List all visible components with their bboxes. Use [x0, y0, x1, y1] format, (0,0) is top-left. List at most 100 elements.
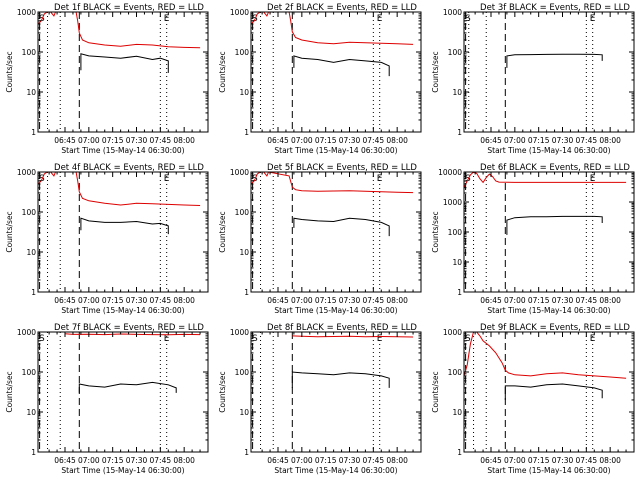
panel-7: Det 7f BLACK = Events, RED = LLD S E 1 10 100… — [5, 323, 209, 475]
series-group — [251, 12, 414, 77]
y-tick-label: 1 — [31, 128, 36, 137]
y-tick-label: 100 — [448, 228, 463, 237]
lld-series-line — [251, 172, 414, 194]
x-tick-label: 07:30 — [126, 136, 148, 145]
x-tick-label: 07:00 — [78, 136, 100, 145]
x-tick-label: 07:00 — [504, 456, 526, 465]
x-tick-label: 07:15 — [102, 456, 124, 465]
x-tick-label: 08:00 — [599, 456, 621, 465]
series-group — [506, 53, 603, 68]
series-group — [464, 172, 627, 235]
y-tick-label: 10 — [239, 88, 249, 97]
x-tick-label: 07:15 — [315, 296, 337, 305]
y-tick-label: 100 — [235, 368, 250, 377]
y-tick-label: 1 — [457, 288, 462, 297]
y-tick-label: 1 — [244, 448, 249, 457]
y-axis-label: Counts/sec — [218, 51, 227, 92]
x-tick-label: 08:00 — [386, 456, 408, 465]
x-axis-label: Start Time (15-May-14 06:30:00) — [274, 466, 397, 475]
y-tick-label: 10 — [26, 88, 36, 97]
y-tick-label: 100 — [448, 368, 463, 377]
lld-series-line — [64, 333, 201, 336]
y-tick-label: 100 — [22, 48, 37, 57]
end-marker: E — [377, 174, 383, 184]
x-tick-label: 07:45 — [576, 136, 598, 145]
x-tick-label: 06:45 — [480, 136, 502, 145]
y-axis-label: Counts/sec — [5, 211, 14, 252]
y-tick-label: 1 — [31, 288, 36, 297]
panel-title: Det 6f BLACK = Events, RED = LLD — [480, 163, 630, 173]
panel-title: Det 2f BLACK = Events, RED = LLD — [267, 3, 417, 13]
y-tick-label: 1000 — [17, 168, 36, 177]
plot-frame — [250, 331, 422, 453]
x-tick-label: 07:00 — [291, 456, 313, 465]
x-tick-label: 07:00 — [291, 296, 313, 305]
x-axis-label: Start Time (15-May-14 06:30:00) — [487, 306, 610, 315]
y-tick-label: 10 — [26, 248, 36, 257]
x-tick-label: 07:45 — [363, 456, 385, 465]
x-tick-label: 06:45 — [267, 136, 289, 145]
x-tick-label: 07:30 — [339, 456, 361, 465]
start-marker: S — [465, 334, 471, 344]
x-axis-label: Start Time (15-May-14 06:30:00) — [61, 466, 184, 475]
x-tick-label: 07:15 — [528, 136, 550, 145]
x-tick-label: 06:45 — [54, 136, 76, 145]
series-group — [464, 332, 627, 400]
x-tick-label: 06:45 — [267, 296, 289, 305]
x-tick-label: 07:15 — [315, 456, 337, 465]
panel-title: Det 1f BLACK = Events, RED = LLD — [54, 3, 204, 13]
plot-frame — [37, 331, 209, 453]
events-series-line — [506, 215, 603, 235]
x-tick-label: 08:00 — [386, 136, 408, 145]
series-group — [38, 172, 201, 235]
y-tick-label: 1 — [457, 448, 462, 457]
series-group — [291, 335, 414, 388]
x-axis-label: Start Time (15-May-14 06:30:00) — [487, 146, 610, 155]
panel-title: Det 8f BLACK = Events, RED = LLD — [267, 323, 417, 333]
events-series-line — [506, 53, 603, 68]
y-tick-label: 100 — [235, 48, 250, 57]
end-marker: E — [377, 334, 383, 344]
y-tick-label: 1 — [31, 448, 36, 457]
y-tick-label: 10 — [452, 408, 462, 417]
end-marker: E — [590, 334, 596, 344]
panel-title: Det 7f BLACK = Events, RED = LLD — [54, 323, 204, 333]
x-tick-label: 08:00 — [599, 136, 621, 145]
y-tick-label: 10 — [26, 408, 36, 417]
x-tick-label: 07:30 — [552, 136, 574, 145]
y-tick-label: 1000 — [443, 328, 462, 337]
x-tick-label: 06:45 — [54, 456, 76, 465]
start-marker: S — [39, 334, 45, 344]
x-tick-label: 08:00 — [599, 296, 621, 305]
x-tick-label: 07:45 — [363, 296, 385, 305]
end-marker: E — [164, 174, 170, 184]
panel-title: Det 4f BLACK = Events, RED = LLD — [54, 163, 204, 173]
plot-frame — [463, 11, 635, 133]
y-axis-label: Counts/sec — [431, 371, 440, 412]
y-tick-label: 100 — [448, 48, 463, 57]
y-tick-label: 1000 — [230, 328, 249, 337]
series-group — [64, 333, 201, 393]
series-group — [38, 12, 201, 73]
lld-series-line — [292, 335, 414, 338]
start-marker: S — [252, 334, 258, 344]
x-tick-label: 07:15 — [315, 136, 337, 145]
x-tick-label: 07:30 — [339, 136, 361, 145]
x-axis-label: Start Time (15-May-14 06:30:00) — [274, 306, 397, 315]
panel-9: Det 9f BLACK = Events, RED = LLD S E 1 10 100… — [431, 323, 635, 475]
end-marker: E — [377, 14, 383, 24]
plot-frame — [463, 331, 635, 453]
x-tick-label: 06:45 — [267, 456, 289, 465]
x-tick-label: 07:30 — [126, 456, 148, 465]
x-tick-label: 07:45 — [576, 296, 598, 305]
x-tick-label: 06:45 — [480, 456, 502, 465]
x-tick-label: 07:30 — [552, 296, 574, 305]
y-tick-label: 1 — [244, 288, 249, 297]
x-tick-label: 07:30 — [126, 296, 148, 305]
x-axis-label: Start Time (15-May-14 06:30:00) — [61, 146, 184, 155]
